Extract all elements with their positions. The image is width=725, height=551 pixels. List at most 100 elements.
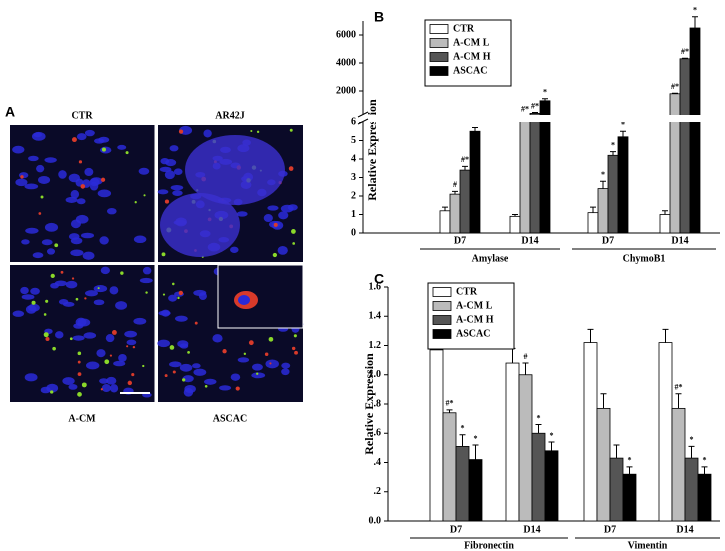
- nucleus: [46, 248, 56, 255]
- legend-swatch: [432, 315, 452, 325]
- stain: [100, 388, 103, 391]
- nucleus: [173, 168, 183, 175]
- stain: [45, 337, 50, 342]
- stain: [84, 297, 87, 300]
- error-bar: [472, 444, 479, 460]
- y-tick-label: .6: [374, 428, 382, 439]
- y-tick-label: 2: [351, 190, 356, 201]
- nucleus: [281, 368, 290, 376]
- stain: [292, 242, 296, 245]
- nucleus: [100, 266, 110, 275]
- stain: [40, 195, 44, 199]
- nucleus: [30, 287, 40, 295]
- y-tick-label: 1.0: [369, 369, 382, 380]
- y-tick-label: 1.4: [369, 311, 382, 322]
- stain: [78, 160, 83, 164]
- stain: [111, 330, 117, 335]
- x-tick-label: D7: [450, 524, 462, 535]
- error-bar: [662, 328, 669, 343]
- x-tick-label: D14: [671, 235, 688, 246]
- error-bar: [688, 445, 695, 459]
- y-tick-label: 4: [351, 153, 356, 164]
- significance-mark: *: [550, 431, 554, 440]
- error-bar: [675, 393, 682, 409]
- stain: [143, 194, 146, 197]
- stain: [250, 129, 253, 133]
- nucleus: [80, 232, 95, 239]
- nucleus: [251, 372, 266, 379]
- nucleus: [159, 166, 172, 172]
- nucleus: [109, 286, 119, 295]
- nucleus: [169, 361, 182, 368]
- stain: [264, 352, 269, 356]
- legend-label: CTR: [456, 286, 478, 297]
- nucleus: [193, 289, 207, 296]
- stain: [178, 129, 184, 134]
- nucleus: [32, 252, 44, 259]
- group-label: Fibronectin: [464, 540, 514, 551]
- nucleus: [237, 357, 250, 363]
- y-tick-label: 4000: [336, 57, 356, 68]
- significance-mark: #*: [531, 101, 539, 110]
- significance-mark: *: [461, 424, 465, 433]
- stain: [131, 373, 135, 377]
- legend-swatch: [432, 287, 452, 297]
- nucleus: [96, 349, 106, 358]
- bar: [697, 473, 712, 522]
- error-bar: [600, 393, 607, 409]
- x-tick-label: D7: [604, 524, 616, 535]
- nucleus: [230, 246, 239, 253]
- stain: [125, 151, 129, 155]
- nucleus: [124, 330, 138, 338]
- bar: [617, 136, 629, 234]
- stain: [126, 345, 129, 348]
- panel-label: A: [5, 104, 15, 120]
- nucleus: [21, 294, 35, 300]
- nucleus: [28, 303, 40, 312]
- nucleus: [157, 189, 169, 195]
- image-label: ASCAC: [213, 413, 247, 424]
- significance-mark: *: [690, 435, 694, 444]
- nucleus: [117, 144, 127, 150]
- legend-label: A-CM H: [453, 51, 491, 62]
- legend-label: A-CM L: [453, 37, 490, 48]
- nucleus: [165, 159, 177, 167]
- legend-swatch: [432, 329, 452, 339]
- nucleus: [133, 317, 147, 325]
- stain: [145, 291, 148, 294]
- error-bar: [600, 180, 606, 189]
- bar: [439, 210, 451, 234]
- x-tick-label: D7: [454, 235, 466, 246]
- nucleus: [93, 285, 108, 293]
- stain: [164, 374, 168, 378]
- bar: [587, 212, 599, 234]
- nucleus: [278, 211, 289, 220]
- break-mark: [357, 111, 369, 125]
- stain: [69, 337, 73, 341]
- y-tick-label: 3: [351, 172, 356, 183]
- nucleus: [76, 133, 87, 141]
- stain: [288, 166, 294, 171]
- inset: [217, 264, 304, 329]
- stain: [81, 382, 87, 388]
- nucleus: [193, 368, 207, 376]
- stain: [291, 346, 296, 351]
- stain: [97, 287, 100, 290]
- nucleus: [179, 363, 193, 372]
- bar: [449, 193, 461, 234]
- nucleus: [192, 363, 201, 369]
- significance-mark: *: [628, 456, 632, 465]
- y-tick-label: 1: [351, 209, 356, 220]
- nucleus: [99, 378, 109, 384]
- legend-label: CTR: [453, 23, 475, 34]
- nucleus: [62, 377, 75, 385]
- nucleus: [12, 310, 25, 317]
- nucleus: [236, 211, 248, 217]
- stain: [77, 351, 82, 356]
- nucleus: [204, 378, 217, 385]
- stain: [38, 212, 42, 215]
- significance-mark: #*: [675, 383, 683, 392]
- significance-mark: #*: [671, 82, 679, 91]
- nucleus: [138, 167, 150, 175]
- nucleus: [70, 190, 80, 199]
